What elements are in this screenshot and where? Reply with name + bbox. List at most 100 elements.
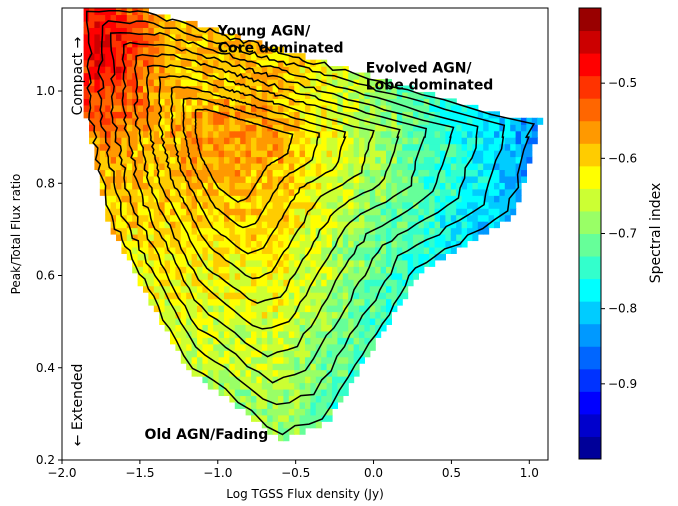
- heatmap-cell: [337, 234, 344, 242]
- heatmap-cell: [186, 117, 193, 125]
- heatmap-cell: [213, 156, 220, 164]
- heatmap-cell: [110, 8, 117, 16]
- heatmap-cell: [315, 408, 322, 416]
- heatmap-cell: [229, 240, 236, 248]
- heatmap-cell: [407, 124, 414, 132]
- heatmap-cell: [337, 117, 344, 125]
- heatmap-cell: [234, 79, 241, 87]
- heatmap-cell: [380, 91, 387, 99]
- heatmap-cell: [251, 227, 257, 235]
- heatmap-cell: [353, 221, 360, 229]
- heatmap-cell: [218, 324, 225, 332]
- heatmap-cell: [126, 111, 133, 119]
- heatmap-cell: [305, 85, 311, 93]
- heatmap-cell: [310, 143, 317, 151]
- heatmap-cell: [229, 137, 236, 145]
- heatmap-cell: [418, 266, 425, 274]
- heatmap-cell: [321, 195, 328, 203]
- heatmap-cell: [278, 124, 284, 132]
- heatmap-cell: [256, 91, 263, 99]
- heatmap-cell: [137, 234, 144, 242]
- heatmap-cell: [191, 330, 198, 338]
- heatmap-cell: [521, 130, 527, 138]
- heatmap-cell: [126, 214, 133, 222]
- heatmap-cell: [283, 311, 290, 319]
- heatmap-cell: [477, 227, 484, 235]
- heatmap-cell: [510, 208, 517, 216]
- heatmap-cell: [89, 46, 95, 54]
- heatmap-cell: [218, 46, 225, 54]
- heatmap-cell: [245, 143, 252, 151]
- heatmap-cell: [483, 195, 490, 203]
- heatmap-cell: [380, 137, 387, 145]
- heatmap-cell: [450, 104, 457, 112]
- heatmap-cell: [240, 259, 247, 267]
- heatmap-cell: [278, 130, 284, 138]
- heatmap-cell: [197, 285, 203, 293]
- heatmap-cell: [116, 182, 122, 190]
- heatmap-cell: [380, 246, 387, 254]
- heatmap-cell: [83, 111, 90, 119]
- heatmap-cell: [494, 143, 500, 151]
- heatmap-cell: [402, 279, 409, 287]
- heatmap-cell: [402, 175, 409, 183]
- heatmap-cell: [288, 234, 295, 242]
- heatmap-cell: [197, 59, 203, 67]
- heatmap-cell: [391, 150, 398, 158]
- heatmap-cell: [348, 79, 355, 87]
- heatmap-cell: [256, 246, 263, 254]
- heatmap-cell: [153, 201, 160, 209]
- heatmap-cell: [494, 188, 500, 196]
- heatmap-cell: [310, 72, 317, 80]
- heatmap-cell: [288, 279, 295, 287]
- heatmap-cell: [229, 272, 236, 280]
- heatmap-cell: [148, 156, 155, 164]
- heatmap-cell: [288, 317, 295, 325]
- heatmap-cell: [450, 188, 457, 196]
- heatmap-cell: [305, 330, 311, 338]
- heatmap-cell: [110, 27, 117, 35]
- colorbar-segment: [579, 278, 601, 302]
- heatmap-cell: [391, 98, 398, 106]
- heatmap-cell: [251, 79, 257, 87]
- heatmap-cell: [342, 117, 349, 125]
- heatmap-cell: [126, 221, 133, 229]
- heatmap-cell: [191, 188, 198, 196]
- heatmap-cell: [213, 214, 220, 222]
- heatmap-cell: [288, 111, 295, 119]
- heatmap-cell: [396, 259, 403, 267]
- heatmap-cell: [510, 137, 517, 145]
- heatmap-cell: [445, 117, 452, 125]
- heatmap-cell: [272, 382, 279, 390]
- heatmap-cell: [207, 227, 214, 235]
- heatmap-cell: [407, 91, 414, 99]
- heatmap-cell: [413, 91, 419, 99]
- heatmap-cell: [99, 143, 106, 151]
- heatmap-cell: [299, 369, 306, 377]
- heatmap-cell: [245, 40, 252, 48]
- heatmap-cell: [89, 130, 95, 138]
- heatmap-cell: [105, 195, 112, 203]
- heatmap-cell: [353, 337, 360, 345]
- heatmap-cell: [402, 104, 409, 112]
- heatmap-cell: [197, 337, 203, 345]
- heatmap-cell: [272, 143, 279, 151]
- heatmap-cell: [148, 104, 155, 112]
- heatmap-cell: [207, 53, 214, 61]
- heatmap-cell: [364, 240, 371, 248]
- heatmap-cell: [245, 169, 252, 177]
- heatmap-cell: [110, 208, 117, 216]
- heatmap-cell: [402, 201, 409, 209]
- heatmap-cell: [121, 72, 128, 80]
- heatmap-cell: [229, 111, 236, 119]
- heatmap-cell: [386, 253, 392, 261]
- heatmap-cell: [153, 272, 160, 280]
- heatmap-cell: [94, 162, 101, 171]
- heatmap-cell: [148, 234, 155, 242]
- heatmap-cell: [483, 175, 490, 183]
- heatmap-cell: [197, 208, 203, 216]
- heatmap-cell: [180, 79, 187, 87]
- heatmap-cell: [186, 53, 193, 61]
- heatmap-cell: [224, 208, 230, 216]
- heatmap-cell: [342, 388, 349, 397]
